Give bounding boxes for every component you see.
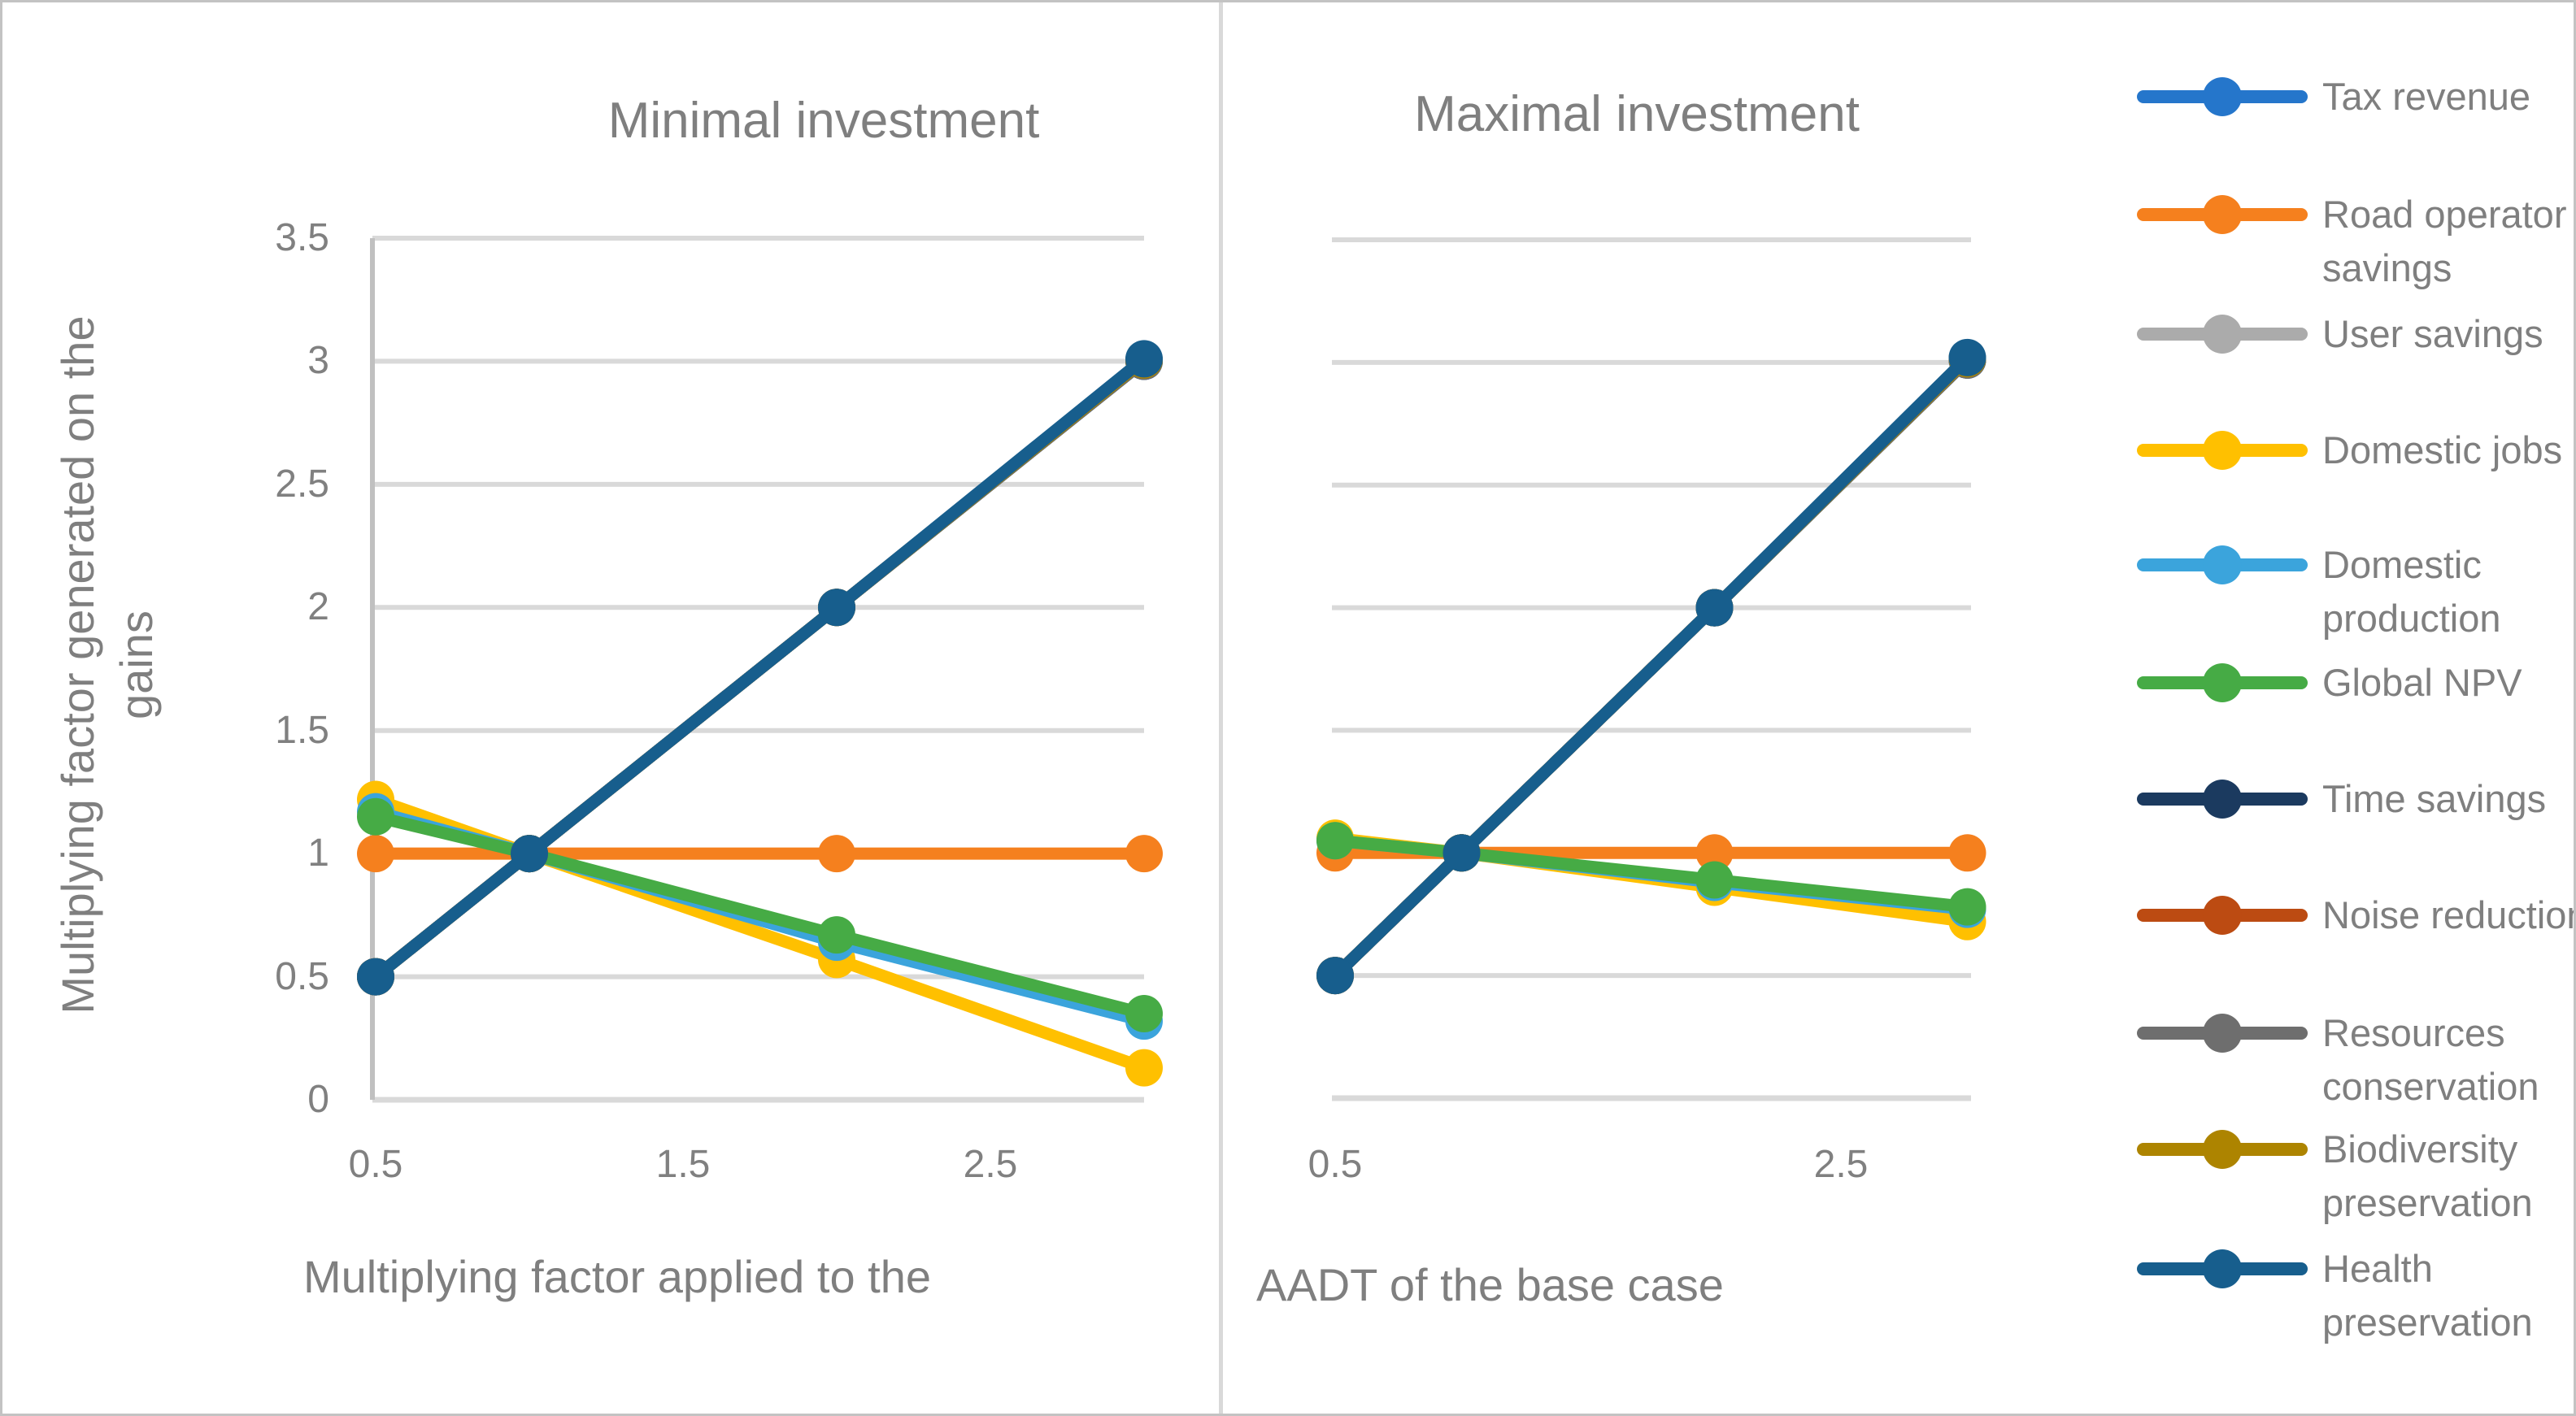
legend-label: User savings	[2322, 312, 2543, 355]
data-point-marker	[1125, 1049, 1163, 1087]
legend-marker-icon	[2137, 195, 2308, 234]
data-point-marker	[1125, 835, 1163, 873]
legend-dot	[2203, 1014, 2242, 1053]
legend-label: Health preservation	[2322, 1247, 2533, 1344]
y-tick-label: 2	[307, 585, 329, 629]
data-point-marker	[357, 835, 394, 873]
series-line	[1329, 351, 1973, 982]
y-tick-label: 1	[307, 832, 329, 875]
legend-label: Tax revenue	[2322, 75, 2531, 118]
series-line	[369, 810, 1151, 1020]
legend-dot	[2203, 896, 2242, 935]
y-tick-label: 0.5	[275, 954, 329, 998]
x-tick-label: 0.5	[1308, 1143, 1363, 1186]
legend-label: Road operator savings	[2322, 193, 2567, 289]
data-point-marker	[818, 589, 855, 627]
legend-dot	[2203, 195, 2242, 234]
legend-dot	[2203, 1130, 2242, 1169]
chart-0	[357, 236, 1163, 1103]
legend-label: Domestic jobs	[2322, 428, 2563, 471]
data-point-marker	[1695, 589, 1734, 627]
data-point-marker	[357, 797, 394, 836]
legend-dot	[2203, 1249, 2242, 1288]
legend-marker-icon	[2137, 1130, 2308, 1169]
legend-marker-icon	[2137, 315, 2308, 354]
legend-dot	[2203, 77, 2242, 116]
legend-dot	[2203, 315, 2242, 354]
chart-1	[1316, 237, 1986, 1101]
y-tick-label: 3	[307, 339, 329, 383]
y-axis-title: Multiplying factor generated on the gain…	[49, 210, 179, 1120]
legend-marker-icon	[2137, 1249, 2308, 1288]
data-point-marker	[818, 916, 855, 954]
legend-label: Biodiversity preservation	[2322, 1127, 2533, 1224]
series-line	[1329, 834, 1973, 914]
series-health-preservation	[357, 340, 1163, 996]
legend-label: Resources conservation	[2322, 1011, 2539, 1108]
panel-divider	[1219, 2, 1223, 1414]
x-tick-label: 2.5	[963, 1143, 1018, 1186]
legend-dot	[2203, 545, 2242, 584]
legend-label: Global NPV	[2322, 661, 2522, 704]
data-point-marker	[1442, 834, 1481, 872]
y-tick-label: 2.5	[275, 462, 329, 506]
data-point-marker	[1695, 834, 1734, 872]
data-point-marker	[357, 958, 394, 996]
x-axis-title-left: Multiplying factor applied to the	[303, 1251, 931, 1302]
x-axis-title-right: AADT of the base case	[1256, 1259, 1724, 1310]
data-point-marker	[1125, 340, 1163, 378]
data-point-marker	[1948, 338, 1986, 376]
y-axis-title-line1: Multiplying factor generated on the	[52, 315, 103, 1014]
series-line	[369, 352, 1151, 984]
legend-marker-icon	[2137, 896, 2308, 935]
y-tick-label: 3.5	[275, 216, 329, 259]
legend-label: Time savings	[2322, 777, 2547, 820]
data-point-marker	[1316, 822, 1354, 860]
legend-dot	[2203, 780, 2242, 819]
legend-marker-icon	[2137, 545, 2308, 584]
y-tick-label: 0	[307, 1078, 329, 1121]
data-point-marker	[1695, 861, 1734, 899]
data-point-marker	[1316, 957, 1354, 995]
x-tick-label: 2.5	[1813, 1143, 1869, 1186]
series-health-preservation	[1316, 338, 1986, 995]
y-tick-label: 1.5	[275, 708, 329, 752]
x-tick-label: 1.5	[655, 1143, 711, 1186]
series-domestic-jobs	[357, 780, 1163, 1087]
data-point-marker	[1948, 834, 1986, 872]
legend-marker-icon	[2137, 77, 2308, 116]
y-axis-title-line2: gains	[111, 610, 162, 719]
x-tick-label: 0.5	[348, 1143, 403, 1186]
data-point-marker	[511, 835, 548, 873]
legend-label: Domestic production	[2322, 543, 2501, 640]
legend-marker-icon	[2137, 1014, 2308, 1053]
legend-label: Noise reduction	[2322, 893, 2576, 936]
data-point-marker	[1125, 995, 1163, 1032]
left-chart-title: Minimal investment	[607, 93, 1040, 149]
data-point-marker	[818, 835, 855, 873]
legend-marker-icon	[2137, 663, 2308, 702]
legend-marker-icon	[2137, 431, 2308, 470]
legend-dot	[2203, 431, 2242, 470]
legend-marker-icon	[2137, 780, 2308, 819]
data-point-marker	[1948, 888, 1986, 926]
right-chart-title: Maximal investment	[1414, 86, 1860, 142]
legend-dot	[2203, 663, 2242, 702]
